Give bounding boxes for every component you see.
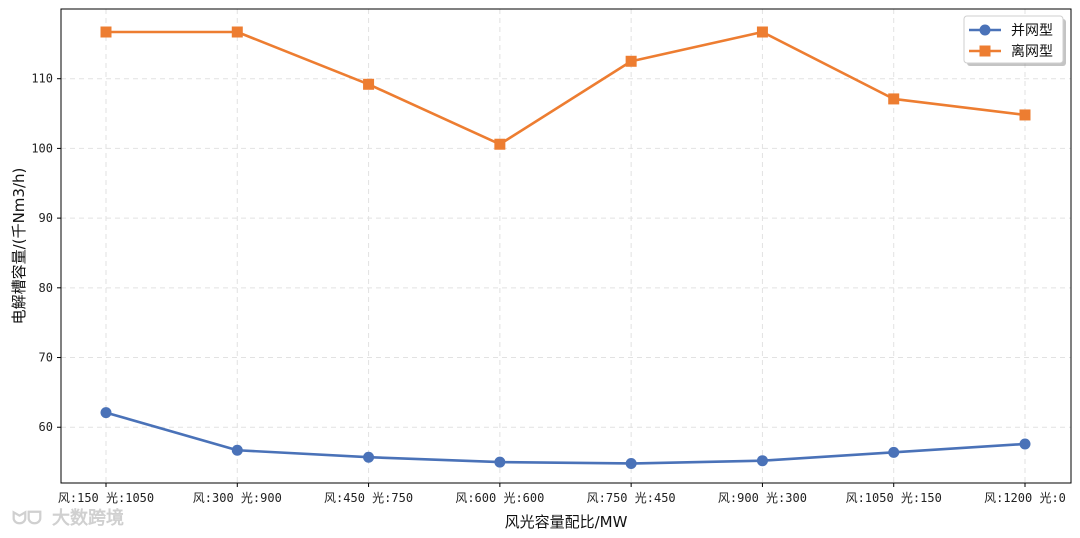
data-point-marker bbox=[100, 407, 112, 419]
x-axis-ticks: 风:150 光:1050 风:300 光:900 风:450 光:750 风:600 … bbox=[58, 483, 1066, 505]
x-tick-label: 风:600 光:600 bbox=[455, 491, 544, 505]
y-tick-label: 80 bbox=[39, 281, 53, 295]
data-point-marker bbox=[1019, 438, 1031, 450]
x-tick-label: 风:300 光:900 bbox=[193, 491, 282, 505]
x-tick-label: 风:750 光:450 bbox=[587, 491, 676, 505]
y-axis-title: 电解槽容量/(千Nm3/h) bbox=[10, 168, 28, 325]
x-tick-label: 风:450 光:750 bbox=[324, 491, 413, 505]
series-line-2 bbox=[106, 30, 1026, 146]
series-line-1 bbox=[105, 411, 1026, 465]
data-point-marker bbox=[231, 26, 243, 38]
data-point-marker bbox=[494, 138, 506, 150]
data-point-marker bbox=[363, 78, 375, 90]
legend-marker bbox=[979, 24, 991, 36]
data-point-marker bbox=[363, 451, 375, 463]
data-point-marker bbox=[888, 93, 900, 105]
y-axis-ticks: 60 70 80 90 100 110 bbox=[31, 72, 61, 434]
data-point-marker bbox=[1019, 109, 1031, 121]
watermark-icon: ᗢᗜ bbox=[12, 508, 42, 529]
y-tick-label: 100 bbox=[31, 141, 53, 155]
data-point-marker bbox=[100, 26, 112, 38]
data-point-marker bbox=[625, 457, 637, 469]
x-tick-label: 风:900 光:300 bbox=[718, 491, 807, 505]
x-tick-label: 风:1050 光:150 bbox=[846, 491, 942, 505]
data-point-marker bbox=[756, 26, 768, 38]
grid-lines bbox=[61, 9, 1071, 483]
data-point-marker bbox=[888, 446, 900, 458]
series-layer bbox=[100, 26, 1031, 469]
y-tick-label: 110 bbox=[31, 72, 53, 86]
data-point-marker bbox=[494, 456, 506, 468]
y-tick-label: 60 bbox=[39, 420, 53, 434]
data-point-marker bbox=[625, 55, 637, 67]
plot-frame bbox=[60, 8, 1072, 484]
watermark-text: 大数跨境 bbox=[52, 507, 124, 529]
x-tick-label: 风:150 光:1050 bbox=[58, 491, 154, 505]
y-tick-label: 90 bbox=[39, 211, 53, 225]
y-tick-label: 70 bbox=[39, 351, 53, 365]
x-tick-label: 风:1200 光:0 bbox=[984, 491, 1066, 505]
data-point-marker bbox=[756, 455, 768, 467]
x-axis-title: 风光容量配比/MW bbox=[505, 513, 628, 531]
legend-label: 离网型 bbox=[1011, 43, 1053, 60]
data-point-marker bbox=[231, 444, 243, 456]
legend-marker bbox=[979, 45, 991, 57]
watermark: ᗢᗜ 大数跨境 bbox=[12, 507, 124, 529]
legend-label: 并网型 bbox=[1011, 23, 1053, 39]
